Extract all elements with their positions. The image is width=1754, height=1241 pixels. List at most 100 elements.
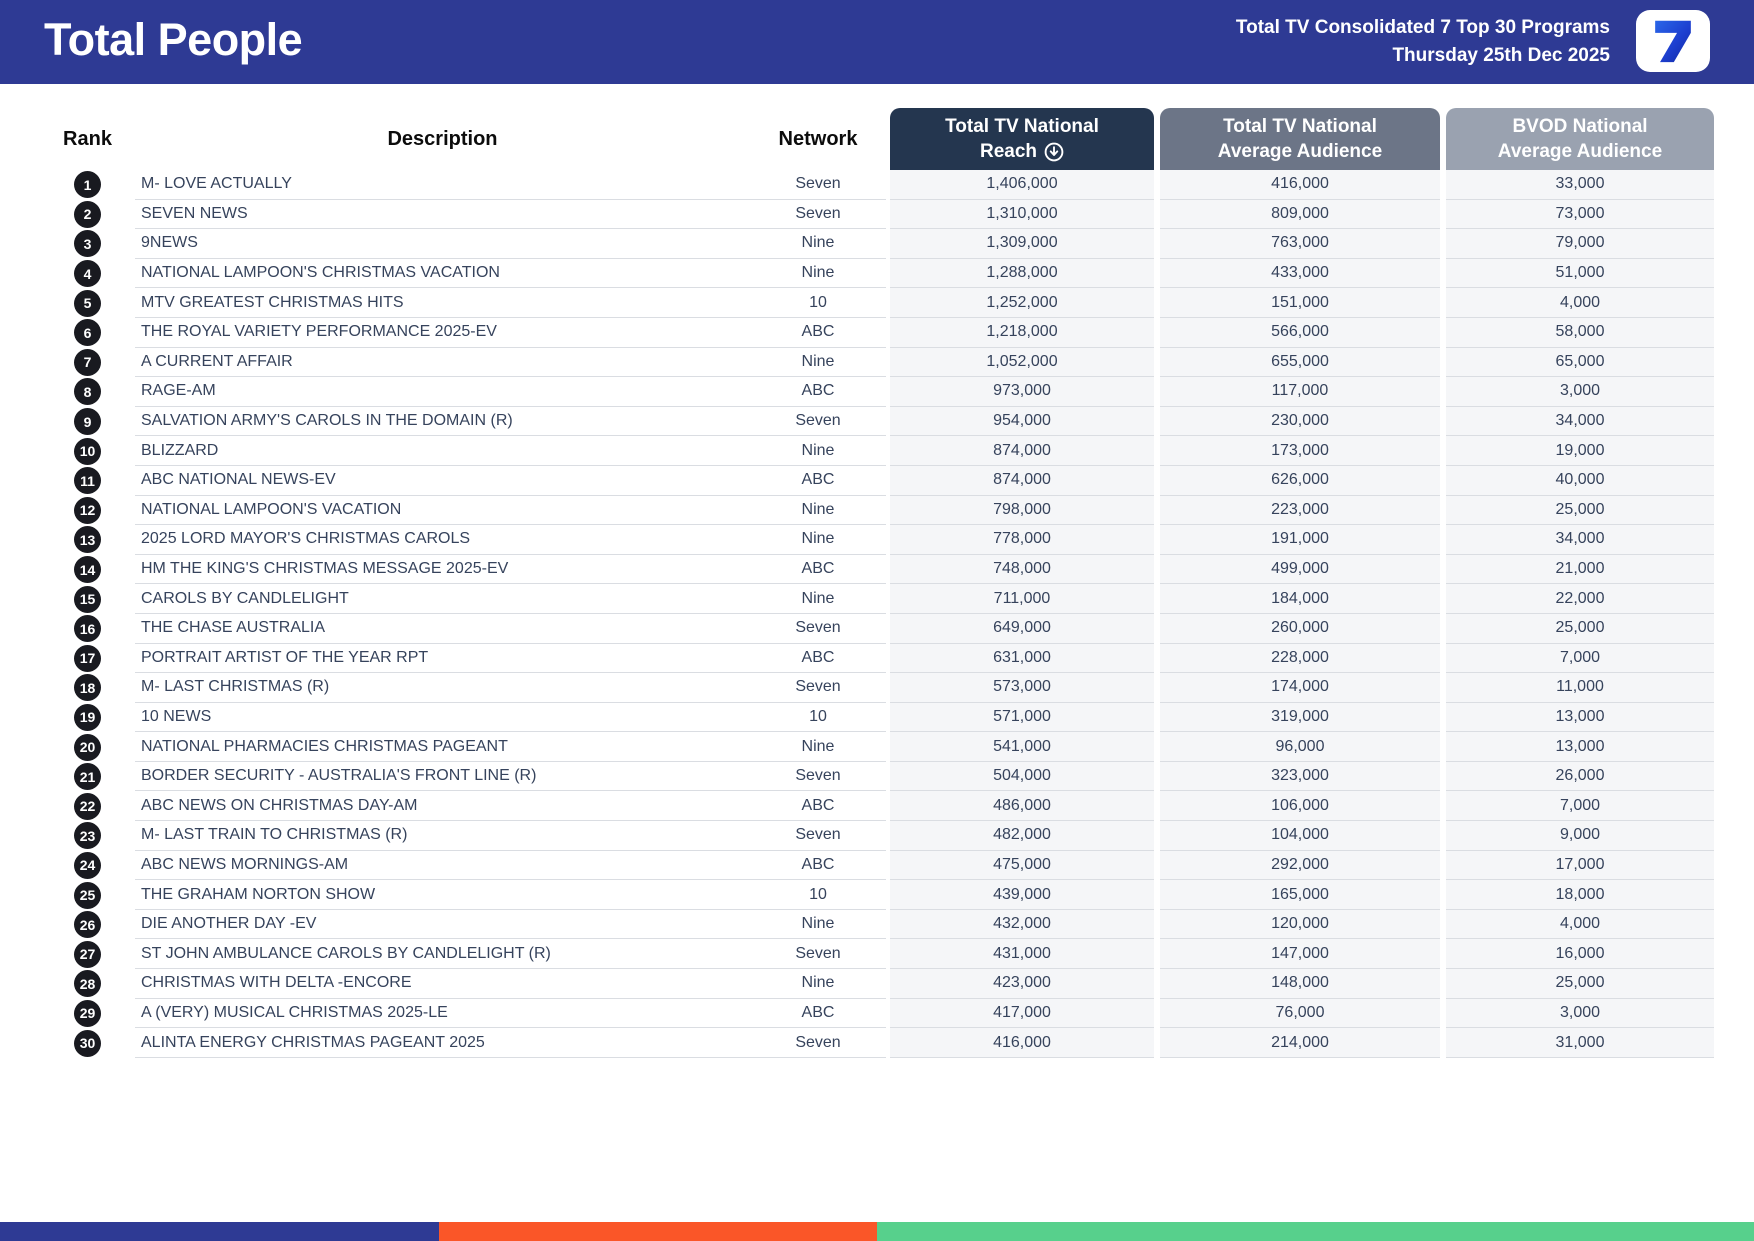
rank-badge: 30 bbox=[74, 1029, 101, 1057]
reach-cell: 432,000 bbox=[890, 909, 1154, 940]
rank-cell: 16 bbox=[40, 614, 135, 644]
description-cell: NATIONAL LAMPOON'S CHRISTMAS VACATION bbox=[135, 259, 750, 289]
table-row: 3 9NEWS Nine 1,309,000 763,000 79,000 bbox=[40, 229, 1714, 259]
description-cell: PORTRAIT ARTIST OF THE YEAR RPT bbox=[135, 644, 750, 674]
reach-cell: 711,000 bbox=[890, 584, 1154, 614]
rank-cell: 1 bbox=[40, 170, 135, 200]
rank-cell: 26 bbox=[40, 910, 135, 940]
description-cell: 10 NEWS bbox=[135, 703, 750, 733]
rank-cell: 15 bbox=[40, 584, 135, 614]
table-row: 16 THE CHASE AUSTRALIA Seven 649,000 260,000… bbox=[40, 613, 1714, 644]
description-cell: ALINTA ENERGY CHRISTMAS PAGEANT 2025 bbox=[135, 1028, 750, 1058]
table-row: 13 2025 LORD MAYOR'S CHRISTMAS CAROLS Nine… bbox=[40, 525, 1714, 555]
bvod-audience-cell: 25,000 bbox=[1446, 495, 1714, 526]
avg-audience-cell: 223,000 bbox=[1160, 495, 1440, 526]
table-row: 10 BLIZZARD Nine 874,000 173,000 19,000 bbox=[40, 436, 1714, 466]
footer-segment-green bbox=[877, 1222, 1754, 1241]
rank-badge: 15 bbox=[74, 585, 101, 613]
rank-badge: 6 bbox=[74, 319, 101, 347]
reach-cell: 416,000 bbox=[890, 1028, 1154, 1058]
description-cell: NATIONAL PHARMACIES CHRISTMAS PAGEANT bbox=[135, 732, 750, 762]
bvod-audience-cell: 34,000 bbox=[1446, 525, 1714, 555]
table-row: 20 NATIONAL PHARMACIES CHRISTMAS PAGEANT N… bbox=[40, 732, 1714, 762]
report-subtitle-line2: Thursday 25th Dec 2025 bbox=[1392, 45, 1610, 66]
table-row: 28 CHRISTMAS WITH DELTA -ENCORE Nine 423,00… bbox=[40, 969, 1714, 999]
avg-audience-cell: 319,000 bbox=[1160, 702, 1440, 733]
rank-badge: 18 bbox=[74, 674, 101, 702]
bvod-audience-cell: 31,000 bbox=[1446, 1028, 1714, 1058]
avg-audience-cell: 106,000 bbox=[1160, 791, 1440, 822]
avg-audience-cell: 191,000 bbox=[1160, 525, 1440, 555]
circle-arrow-down-icon bbox=[1044, 142, 1064, 161]
table-row: 17 PORTRAIT ARTIST OF THE YEAR RPT ABC 631,… bbox=[40, 643, 1714, 674]
bvod-audience-cell: 7,000 bbox=[1446, 791, 1714, 822]
description-cell: MTV GREATEST CHRISTMAS HITS bbox=[135, 288, 750, 318]
bvod-audience-cell: 13,000 bbox=[1446, 702, 1714, 733]
bvod-audience-cell: 25,000 bbox=[1446, 613, 1714, 644]
rank-cell: 13 bbox=[40, 525, 135, 555]
description-cell: ABC NATIONAL NEWS-EV bbox=[135, 466, 750, 496]
rank-cell: 23 bbox=[40, 821, 135, 851]
avg-audience-cell: 165,000 bbox=[1160, 880, 1440, 910]
reach-cell: 431,000 bbox=[890, 939, 1154, 970]
avg-audience-cell: 174,000 bbox=[1160, 673, 1440, 703]
avg-audience-cell: 499,000 bbox=[1160, 554, 1440, 585]
table-row: 18 M- LAST CHRISTMAS (R) Seven 573,000 174,0… bbox=[40, 673, 1714, 703]
table-row: 7 A CURRENT AFFAIR Nine 1,052,000 655,000 65,… bbox=[40, 347, 1714, 378]
description-cell: BLIZZARD bbox=[135, 436, 750, 466]
network-cell: ABC bbox=[750, 377, 886, 407]
network-cell: Seven bbox=[750, 939, 886, 970]
bvod-audience-cell: 58,000 bbox=[1446, 317, 1714, 348]
rank-cell: 7 bbox=[40, 348, 135, 378]
column-header-bvod-audience[interactable]: BVOD National Average Audience bbox=[1446, 108, 1714, 170]
bvod-audience-cell: 13,000 bbox=[1446, 732, 1714, 762]
avg-audience-cell: 416,000 bbox=[1160, 170, 1440, 200]
rank-badge: 1 bbox=[74, 171, 101, 199]
table-row: 26 DIE ANOTHER DAY -EV Nine 432,000 120,000 4… bbox=[40, 909, 1714, 940]
reach-cell: 1,052,000 bbox=[890, 347, 1154, 378]
rank-badge: 29 bbox=[74, 999, 101, 1027]
network-cell: Nine bbox=[750, 525, 886, 555]
reach-cell: 778,000 bbox=[890, 525, 1154, 555]
description-cell: THE GRAHAM NORTON SHOW bbox=[135, 880, 750, 910]
description-cell: 9NEWS bbox=[135, 229, 750, 259]
rank-cell: 4 bbox=[40, 259, 135, 289]
rank-cell: 6 bbox=[40, 318, 135, 348]
avg-audience-cell: 626,000 bbox=[1160, 465, 1440, 496]
reach-cell: 874,000 bbox=[890, 465, 1154, 496]
reach-cell: 874,000 bbox=[890, 436, 1154, 466]
rank-badge: 23 bbox=[74, 822, 101, 850]
rank-badge: 22 bbox=[74, 792, 101, 820]
bvod-audience-cell: 51,000 bbox=[1446, 258, 1714, 289]
rank-badge: 16 bbox=[74, 615, 101, 643]
avg-audience-cell: 809,000 bbox=[1160, 199, 1440, 230]
rank-cell: 5 bbox=[40, 288, 135, 318]
network-cell: ABC bbox=[750, 644, 886, 674]
reach-cell: 475,000 bbox=[890, 850, 1154, 881]
description-cell: HM THE KING'S CHRISTMAS MESSAGE 2025-EV bbox=[135, 555, 750, 585]
network-cell: ABC bbox=[750, 791, 886, 822]
description-cell: CAROLS BY CANDLELIGHT bbox=[135, 584, 750, 614]
description-cell: M- LAST CHRISTMAS (R) bbox=[135, 673, 750, 703]
rank-cell: 3 bbox=[40, 229, 135, 259]
rank-badge: 8 bbox=[74, 378, 101, 406]
network-cell: Seven bbox=[750, 614, 886, 644]
network-cell: ABC bbox=[750, 999, 886, 1029]
network-cell: Seven bbox=[750, 673, 886, 703]
column-header-avg-audience[interactable]: Total TV National Average Audience bbox=[1160, 108, 1440, 170]
network-cell: Nine bbox=[750, 229, 886, 259]
rank-badge: 17 bbox=[74, 644, 101, 672]
table-row: 24 ABC NEWS MORNINGS-AM ABC 475,000 292,000 1… bbox=[40, 850, 1714, 881]
bvod-audience-cell: 65,000 bbox=[1446, 347, 1714, 378]
reach-cell: 482,000 bbox=[890, 821, 1154, 851]
avg-audience-cell: 76,000 bbox=[1160, 998, 1440, 1029]
description-cell: SALVATION ARMY'S CAROLS IN THE DOMAIN (R… bbox=[135, 407, 750, 437]
avg-audience-cell: 433,000 bbox=[1160, 258, 1440, 289]
table-row: 8 RAGE-AM ABC 973,000 117,000 3,000 bbox=[40, 377, 1714, 407]
rank-cell: 29 bbox=[40, 999, 135, 1029]
table-row: 25 THE GRAHAM NORTON SHOW 10 439,000 165,000… bbox=[40, 880, 1714, 910]
avg-audience-cell: 323,000 bbox=[1160, 761, 1440, 792]
reach-cell: 486,000 bbox=[890, 791, 1154, 822]
bvod-audience-cell: 26,000 bbox=[1446, 761, 1714, 792]
column-header-reach[interactable]: Total TV National Reach bbox=[890, 108, 1154, 170]
